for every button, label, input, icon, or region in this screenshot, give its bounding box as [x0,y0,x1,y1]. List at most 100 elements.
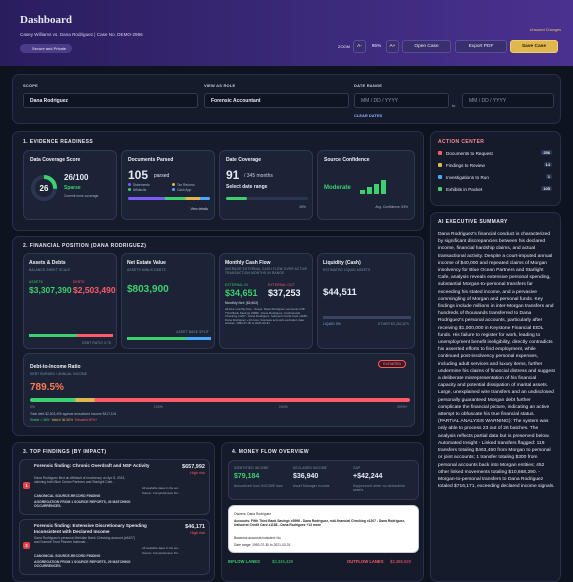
open-case[interactable]: Open Case [402,40,451,53]
card-sub: AVERAGE EXTERNAL CASH FLOW OVER ACTIVE T… [225,267,308,275]
outflow-value: $3,386,620 [390,559,411,564]
finding-risk: High risk [190,531,205,535]
subtitle: Casey Williams vs. Dana Rodriguez | Case… [20,32,143,37]
legend-item: Tax Returns [177,183,195,187]
finding-side: All available dates in the sel... [142,546,181,550]
legend-item: Affidavits [133,188,147,192]
dates-percent: 26% [299,205,306,209]
decoration [374,184,379,194]
finding-agg: AGGREGATION FROM 1 SOURCE REPORTS, 40 MA… [34,500,131,509]
net-bar [127,337,211,340]
filters: SCOPE Dana Rodriguez VIEW AS ROLE Forens… [12,74,561,124]
legend-item: Stable < 36% [30,418,50,422]
confidence-bars [360,180,386,194]
scope-select[interactable]: Dana Rodriguez [23,93,198,108]
view-details[interactable]: View details [190,207,208,211]
income-card: IDENTIFIED INCOME $79,184 Annualized fro… [228,460,419,500]
action-label[interactable]: Investigations to Run [446,174,489,180]
date-to[interactable]: MM / DD / YYYY [462,93,554,108]
finding-side: All available dates in the sel... [142,486,181,490]
finding-text: Dana Rodriguez filed an Affidavit of Ins… [34,476,126,484]
section-title: ACTION CENTER [438,139,485,145]
date-to-word: to [452,103,456,108]
other-label: OTHER $3,262,879 [377,322,409,326]
action-count: 256 [541,150,552,155]
liquidity-value: $44,511 [323,287,357,298]
cash-card: Monthly Cash Flow AVERAGE EXTERNAL CASH … [219,253,313,349]
finding-card: 2 Forensic finding: Extensive Discretiona… [19,519,210,575]
scale-label: 200% [279,405,288,409]
finding-amount: $46,171 [185,524,205,530]
out-label: EXTERNAL OUT [268,283,295,287]
card-title: Monthly Cash Flow [225,260,271,266]
role-select[interactable]: Forensic Accountant [204,93,349,108]
summary-panel: AI EXECUTIVE SUMMARY Dana Rodriguez's fi… [430,212,561,582]
documents-count: 105 [128,168,149,182]
dti-note: Total debt $2,503,490 against annualized… [30,412,117,416]
decoration [226,197,248,200]
summary-text: Dana Rodriguez's financial conduct is ch… [438,232,555,490]
dti-bar [30,398,410,402]
gap-value: +$42,244 [353,473,383,480]
range: Date range: 1992-07-30 to 2021-03-31 [234,543,291,547]
scale-label: 300%+ [396,405,408,409]
declared-label: DECLARED INCOME [293,466,327,470]
role-label: VIEW AS ROLE [204,83,236,88]
action-label[interactable]: Documents to Request [446,150,493,156]
row-icon [438,175,442,179]
zoom-out[interactable]: A- [353,40,366,53]
card-title: Liquidity (Cash) [323,260,361,266]
dates-count: 91 [226,168,240,182]
documents-bar [128,197,210,200]
decoration [128,183,131,186]
identified-value: $79,184 [234,473,260,480]
debts-label: DEBTS [73,280,85,284]
actions-panel: ACTION CENTER Documents to Request 256 Fin… [430,131,561,206]
owners: Owners: Dana Rodriguez [234,512,272,516]
cash-detail: All-time monthly flow - Scope: Dana Rodr… [225,307,309,326]
zoom-in[interactable]: A+ [386,40,399,53]
confidence-avg: Avg. Confidence: 53% [375,205,408,209]
scale-label: 100% [154,405,163,409]
scope-details: Owners: Dana Rodriguez Accounts: Fifth T… [228,505,419,553]
finding-title[interactable]: Forensic finding: Chronic Overdraft and … [34,463,150,468]
finding-source: Source: Comprehensive Fin... [142,551,181,555]
finding-text: Dana Rodriguez's personal Meridian Bank … [34,536,135,544]
action-label[interactable]: Findings to Review [446,162,485,168]
assets-value: $3,307,390 [29,285,72,295]
out-value: $37,253 [268,288,301,298]
coverage-card: Data Coverage Score 26 26/100 Sparse Com… [23,150,117,220]
confidence-card: Source Confidence Moderate Avg. Confiden… [317,150,415,220]
action-count: 105 [541,186,552,191]
finding-title[interactable]: Forensic finding: Extensive Discretionar… [34,523,147,534]
assets-label: ASSETS [29,280,43,284]
decoration [172,188,175,191]
date-from[interactable]: MM / DD / YYYY [354,93,449,108]
legend-item: Watch 36-50% [51,418,74,422]
section-title: 3. TOP FINDINGS (BY IMPACT) [23,449,107,455]
net-card: Net Estate Value ASSETS MINUS DEBTS $803… [121,253,215,349]
action-label[interactable]: Exhibits in Packet [446,186,483,192]
clear-dates[interactable]: CLEAR DATES [354,113,383,118]
save-case[interactable]: Save Case [510,40,558,53]
in-value: $34,651 [225,288,258,298]
declared-value: $36,940 [293,473,319,480]
finding-risk: High risk [190,471,205,475]
position-panel: 2. FINANCIAL POSITION (DANA RODRIGUEZ) A… [12,236,424,436]
decoration [128,188,131,191]
gap-note: Suppressed when no declarative assets [353,484,406,492]
assets-bar [29,334,113,337]
identified-label: IDENTIFIED INCOME [234,466,269,470]
export-pdf[interactable]: Export PDF [455,40,507,53]
declared-note: Asset Manager income [293,484,330,488]
debts-value: $2,503,490 [73,285,116,295]
section-title: 4. MONEY FLOW OVERVIEW [232,449,309,455]
decoration [360,190,365,194]
dti-badge: ELEVATED [378,360,406,368]
liquidity-bar [323,316,411,319]
coverage-note: Commit more coverage. [64,194,100,198]
dti-value: 789.5% [30,382,64,393]
coverage-status: Sparse [64,185,81,191]
section-title: 2. FINANCIAL POSITION (DANA RODRIGUEZ) [23,243,147,249]
unsaved: Unsaved Changes [529,28,561,32]
